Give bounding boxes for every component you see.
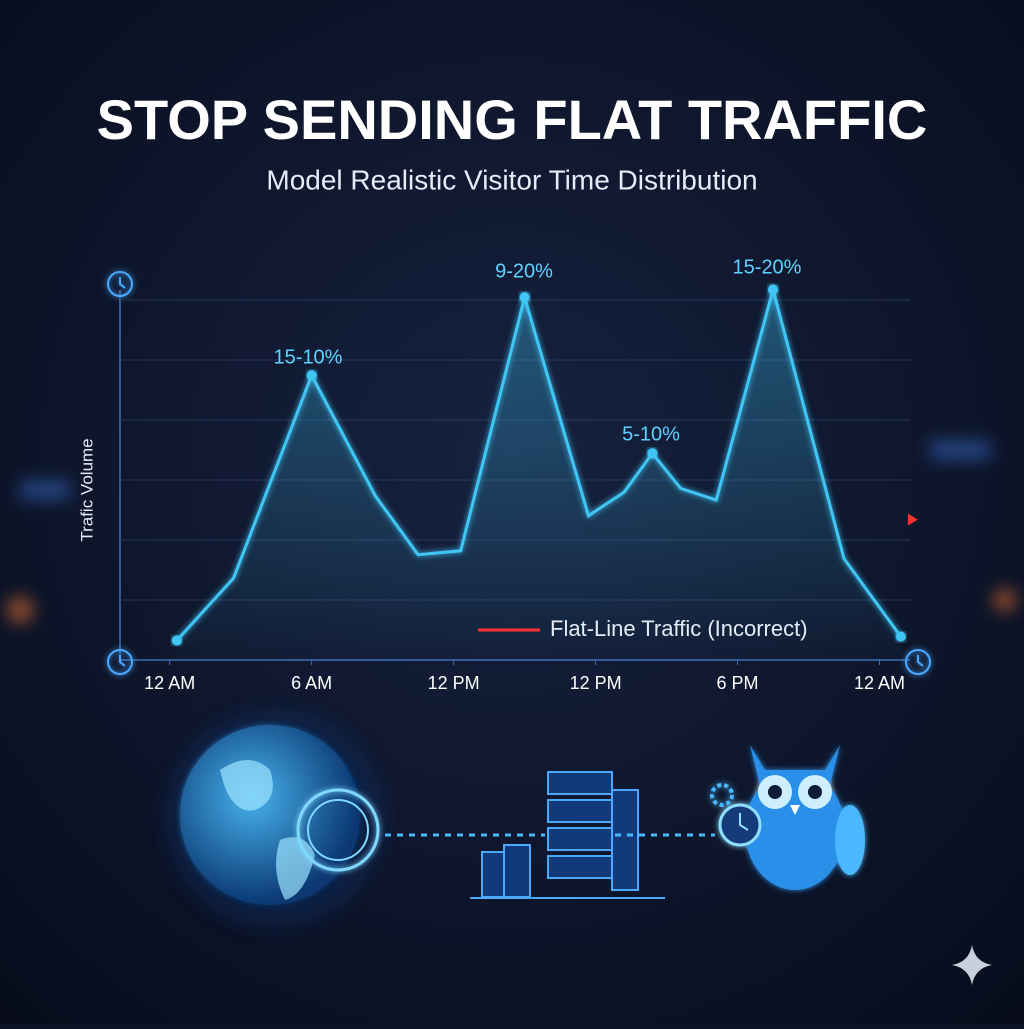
annotation: 15-20% — [733, 256, 802, 278]
point — [768, 284, 779, 295]
title: STOP SENDING FLAT TRAFFIC — [97, 88, 928, 151]
flat-line-arrow — [907, 513, 918, 526]
traffic-line — [175, 283, 903, 642]
x-tick-label: 12 PM — [570, 673, 622, 693]
x-tick-label: 12 PM — [428, 673, 480, 693]
clock-icons — [107, 271, 931, 675]
point — [519, 292, 530, 303]
x-tick-label: 6 AM — [291, 673, 332, 693]
bokeh — [6, 440, 1017, 624]
annotation: 5-10% — [622, 423, 680, 445]
x-tick-label: 12 AM — [854, 673, 905, 693]
x-tick-label: 12 AM — [144, 673, 195, 693]
annotation: 9-20% — [495, 260, 553, 282]
point — [647, 448, 658, 459]
subtitle: Model Realistic Visitor Time Distributio… — [266, 164, 757, 195]
point — [171, 635, 182, 646]
x-tick-label: 6 PM — [717, 673, 759, 693]
annotation: 15-10% — [274, 346, 343, 368]
point — [306, 370, 317, 381]
point — [895, 631, 906, 642]
y-axis-label: Trafic Volume — [77, 438, 96, 541]
area — [176, 289, 901, 660]
legend-label: Flat-Line Traffic (Incorrect) — [550, 616, 808, 641]
illustration — [165, 708, 992, 985]
